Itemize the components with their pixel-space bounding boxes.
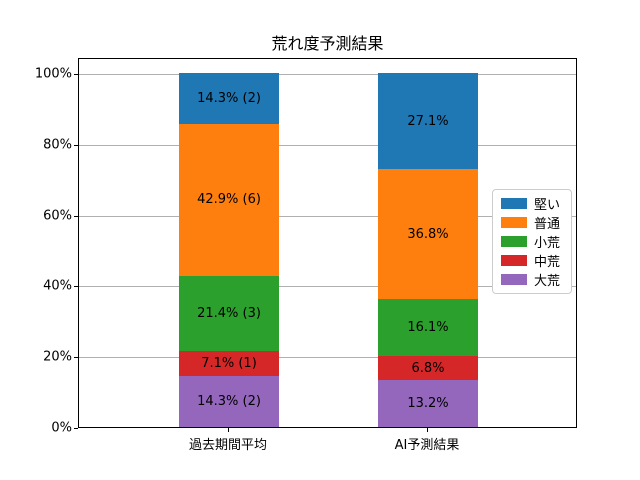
x-tick-mark [228, 428, 229, 432]
legend-label: 堅い [534, 198, 561, 213]
legend-swatch-icon [501, 236, 527, 247]
gridline-80% [79, 144, 576, 146]
chart-title: 荒れ度予測結果 [271, 34, 384, 53]
gridline-20% [79, 357, 576, 359]
x-tick-label-過去期間平均: 過去期間平均 [188, 438, 268, 453]
bar-segment-大荒: 13.2% [378, 380, 478, 427]
legend-label: 中荒 [534, 255, 561, 270]
legend-item-堅い: 堅い [501, 196, 563, 213]
y-tick-mark [74, 428, 78, 429]
bar-segment-大荒: 14.3% (2) [179, 376, 279, 427]
legend-label: 大荒 [534, 274, 561, 289]
plot-area: 14.3% (2) 42.9% (6) 21.4% (3) 7.1% (1) 14.3%… [78, 58, 577, 428]
bar-segment-小荒: 21.4% (3) [179, 275, 279, 352]
x-tick-label-AI予測結果: AI予測結果 [394, 438, 460, 453]
gridline-100% [79, 74, 576, 75]
bar-segment-中荒: 6.8% [378, 356, 478, 381]
legend-item-中荒: 中荒 [501, 253, 563, 270]
y-tick-label: 0% [51, 420, 72, 436]
gridline-60% [79, 215, 576, 217]
legend-label: 小荒 [534, 236, 561, 251]
legend-item-小荒: 小荒 [501, 234, 563, 251]
legend-swatch-icon [501, 198, 527, 209]
y-tick-label: 40% [43, 278, 72, 294]
y-tick-label: 60% [43, 208, 72, 224]
y-tick-mark [74, 286, 78, 288]
bar-AI予測結果: 27.1% 36.8% 16.1% 6.8% 13.2% [378, 73, 478, 427]
y-tick-mark [74, 357, 78, 359]
bar-過去期間平均: 14.3% (2) 42.9% (6) 21.4% (3) 7.1% (1) 14.3%… [179, 73, 279, 427]
bar-segment-堅い: 14.3% (2) [179, 73, 279, 124]
bar-segment-小荒: 16.1% [378, 299, 478, 357]
gridline-40% [79, 286, 576, 288]
y-tick-label: 100% [34, 66, 72, 82]
bar-segment-普通: 42.9% (6) [179, 123, 279, 276]
x-tick-mark [427, 428, 428, 432]
legend: 堅い普通小荒中荒大荒 [492, 189, 572, 294]
y-tick-label: 20% [43, 349, 72, 365]
y-tick-label: 80% [43, 137, 72, 153]
y-tick-mark [74, 74, 78, 75]
legend-item-普通: 普通 [501, 215, 563, 232]
bar-segment-中荒: 7.1% (1) [179, 351, 279, 377]
legend-swatch-icon [501, 217, 527, 228]
legend-item-大荒: 大荒 [501, 272, 563, 289]
legend-label: 普通 [534, 217, 561, 232]
y-tick-mark [74, 215, 78, 217]
legend-swatch-icon [501, 255, 527, 266]
bar-segment-堅い: 27.1% [378, 73, 478, 169]
y-tick-mark [74, 144, 78, 146]
legend-swatch-icon [501, 274, 527, 285]
bar-segment-普通: 36.8% [378, 168, 478, 300]
